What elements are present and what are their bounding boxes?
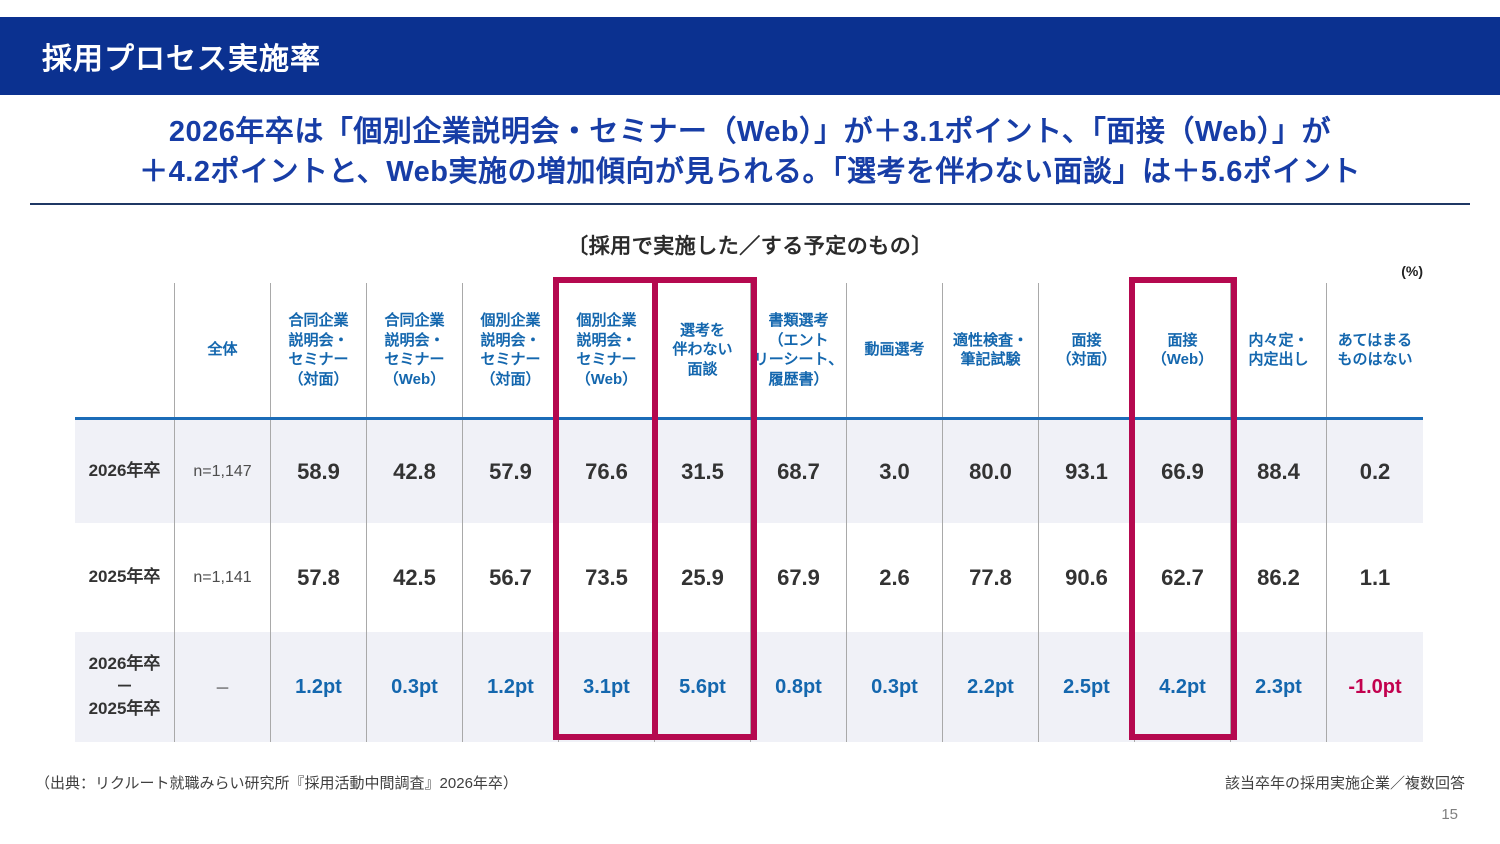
diff-cell: 2.5pt [1039, 632, 1135, 742]
header-cell-aptitude-test: 適性検査・ 筆記試験 [943, 283, 1039, 417]
value-cell: 42.8 [367, 420, 463, 523]
value-cell: 90.6 [1039, 523, 1135, 632]
diff-cell: 2.2pt [943, 632, 1039, 742]
value-cell: 77.8 [943, 523, 1039, 632]
data-table: 全体 合同企業 説明会・ セミナー （対面） 合同企業 説明会・ セミナー （W… [75, 277, 1423, 742]
table-row-2026: 2026年卒 n=1,147 58.9 42.8 57.9 76.6 31.5 … [75, 420, 1423, 523]
header-cell-joint-seminar-web: 合同企業 説明会・ セミナー （Web） [367, 283, 463, 417]
row-label: 2025年卒 [75, 523, 175, 632]
value-cell: 66.9 [1135, 420, 1231, 523]
header-cell-document-screening: 書類選考 （エント リーシート、 履歴書） [751, 283, 847, 417]
value-cell: 57.8 [271, 523, 367, 632]
value-cell: 67.9 [751, 523, 847, 632]
header-cell-interview-web: 面接 （Web） [1135, 283, 1231, 417]
header-cell-empty [75, 283, 175, 417]
value-cell: 88.4 [1231, 420, 1327, 523]
diff-cell-negative: -1.0pt [1348, 675, 1402, 698]
headline: 2026年卒は「個別企業説明会・セミナー（Web）」が＋3.1ポイント、「面接（… [0, 112, 1500, 192]
table-row-difference: 2026年卒 － 2025年卒 － 1.2pt 0.3pt 1.2pt 3.1p… [75, 632, 1423, 742]
header-cell-video-screening: 動画選考 [847, 283, 943, 417]
header-cell-total: 全体 [175, 283, 271, 417]
diff-cell: 1.2pt [463, 632, 559, 742]
value-cell: 56.7 [463, 523, 559, 632]
headline-line-2: ＋4.2ポイントと、Web実施の増加傾向が見られる。「選考を伴わない面談」は＋5… [139, 156, 1361, 189]
value-cell: 1.1 [1359, 564, 1391, 590]
respondent-note: 該当卒年の採用実施企業／複数回答 [1224, 775, 1465, 792]
table-caption: 〔採用で実施した／する予定のもの〕 [567, 235, 933, 258]
row-label: 2026年卒 － 2025年卒 [75, 632, 175, 742]
headline-divider [30, 203, 1470, 205]
diff-cell: 1.2pt [271, 632, 367, 742]
value-cell: 42.5 [367, 523, 463, 632]
value-cell: 31.5 [655, 420, 751, 523]
value-cell: 76.6 [559, 420, 655, 523]
value-cell: 73.5 [559, 523, 655, 632]
diff-cell: 0.3pt [847, 632, 943, 742]
header-cell-joint-seminar-inperson: 合同企業 説明会・ セミナー （対面） [271, 283, 367, 417]
value-cell: 57.9 [463, 420, 559, 523]
source-note: （出典：リクルート就職みらい研究所『採用活動中間調査』2026年卒） [35, 775, 518, 792]
slide-title-bar: 採用プロセス実施率 [0, 17, 1500, 95]
diff-cell: 4.2pt [1135, 632, 1231, 742]
diff-cell: 2.3pt [1231, 632, 1327, 742]
page-number: 15 [1441, 806, 1458, 823]
unit-label: (%) [1401, 263, 1423, 279]
table-header-row: 全体 合同企業 説明会・ セミナー （対面） 合同企業 説明会・ セミナー （W… [75, 283, 1423, 417]
header-cell-offer: 内々定・ 内定出し [1231, 283, 1327, 417]
header-cell-individual-seminar-inperson: 個別企業 説明会・ セミナー （対面） [463, 283, 559, 417]
value-cell: 25.9 [655, 523, 751, 632]
value-cell: 68.7 [751, 420, 847, 523]
diff-cell: 0.3pt [367, 632, 463, 742]
header-cell-interview-inperson: 面接 （対面） [1039, 283, 1135, 417]
value-cell: 0.2 [1359, 458, 1391, 484]
header-cell-individual-seminar-web: 個別企業 説明会・ セミナー （Web） [559, 283, 655, 417]
diff-cell: 3.1pt [559, 632, 655, 742]
value-cell: 80.0 [943, 420, 1039, 523]
header-separator-line [75, 417, 1423, 420]
diff-cell: 0.8pt [751, 632, 847, 742]
value-cell: 2.6 [847, 523, 943, 632]
sample-size: n=1,141 [175, 523, 271, 632]
value-cell: 58.9 [271, 420, 367, 523]
value-cell: 3.0 [847, 420, 943, 523]
sample-size: n=1,147 [175, 420, 271, 523]
row-label: 2026年卒 [75, 420, 175, 523]
value-cell: 86.2 [1231, 523, 1327, 632]
sample-size: － [175, 632, 271, 742]
header-cell-casual-interview: 選考を 伴わない 面談 [655, 283, 751, 417]
headline-line-1: 2026年卒は「個別企業説明会・セミナー（Web）」が＋3.1ポイント、「面接（… [168, 116, 1332, 148]
diff-cell: 5.6pt [655, 632, 751, 742]
value-cell: 93.1 [1039, 420, 1135, 523]
value-cell: 62.7 [1135, 523, 1231, 632]
header-cell-none-apply: あてはまる ものはない [1337, 331, 1413, 369]
table-row-2025: 2025年卒 n=1,141 57.8 42.5 56.7 73.5 25.9 … [75, 523, 1423, 632]
page-title: 採用プロセス実施率 [42, 43, 321, 76]
